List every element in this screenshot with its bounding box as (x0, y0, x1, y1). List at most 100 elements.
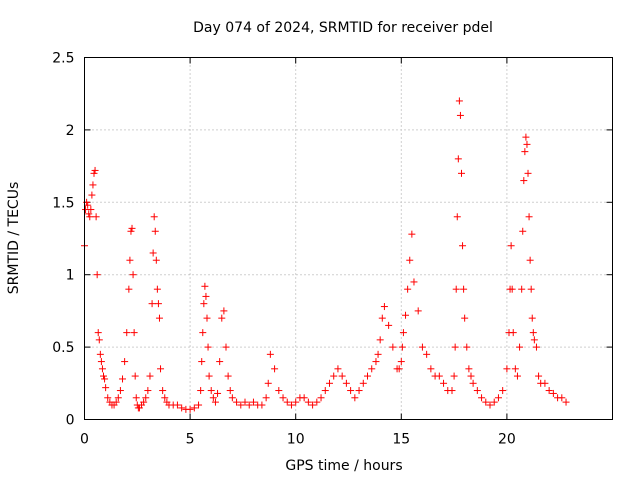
data-point (161, 394, 169, 402)
data-point (226, 387, 234, 395)
data-point (453, 213, 461, 221)
data-point (309, 401, 317, 409)
data-point (95, 336, 103, 344)
data-point (508, 285, 516, 293)
data-point (91, 166, 99, 174)
data-point (522, 133, 530, 141)
data-points (81, 97, 570, 413)
data-point (88, 191, 96, 199)
data-point (198, 358, 206, 366)
data-point (529, 329, 537, 337)
data-point (85, 210, 93, 218)
data-point (465, 365, 473, 373)
data-point (84, 201, 92, 209)
data-point (398, 343, 406, 351)
data-point (450, 372, 458, 380)
data-point (414, 307, 422, 315)
data-point (264, 379, 272, 387)
data-point (204, 343, 212, 351)
data-point (220, 307, 228, 315)
data-point (395, 365, 403, 373)
data-point (513, 372, 521, 380)
data-point (338, 372, 346, 380)
data-point (520, 177, 528, 185)
data-point (378, 314, 386, 322)
data-point (532, 343, 540, 351)
data-point (157, 365, 165, 373)
data-point (526, 256, 534, 264)
data-point (102, 384, 110, 392)
x-tick-label: 5 (186, 432, 195, 448)
data-point (545, 387, 553, 395)
data-point (121, 358, 129, 366)
x-tick-label: 20 (498, 432, 516, 448)
data-point (423, 350, 431, 358)
data-point (86, 213, 94, 221)
data-point (127, 227, 135, 235)
x-tick-label: 15 (392, 432, 410, 448)
y-tick-label: 1 (66, 268, 75, 284)
data-point (304, 398, 312, 406)
data-point (368, 365, 376, 373)
data-point (218, 314, 226, 322)
data-point (205, 372, 213, 380)
data-point (228, 394, 236, 402)
data-point (518, 285, 526, 293)
data-point (131, 372, 139, 380)
data-point (202, 292, 210, 300)
data-point (150, 213, 158, 221)
data-point (216, 358, 224, 366)
data-point (404, 285, 412, 293)
data-point (355, 387, 363, 395)
data-point (359, 379, 367, 387)
data-point (334, 365, 342, 373)
data-point (317, 394, 325, 402)
data-point (130, 329, 138, 337)
data-point (507, 242, 515, 250)
data-point (467, 372, 475, 380)
data-point (275, 387, 283, 395)
data-point (125, 285, 133, 293)
data-point (459, 242, 467, 250)
data-point (87, 206, 95, 214)
data-point (397, 358, 405, 366)
data-point (347, 387, 355, 395)
data-point (519, 227, 527, 235)
data-point (203, 314, 211, 322)
data-point (461, 314, 469, 322)
data-point (119, 375, 127, 383)
data-point (195, 401, 203, 409)
data-point (249, 398, 257, 406)
data-point (283, 398, 291, 406)
data-point (93, 271, 101, 279)
data-point (389, 343, 397, 351)
plot-frame (84, 57, 613, 420)
data-point (530, 336, 538, 344)
data-point (410, 278, 418, 286)
data-point (190, 404, 198, 412)
x-tick-label: 0 (80, 432, 89, 448)
y-tick-label: 0 (66, 413, 75, 429)
data-point (155, 314, 163, 322)
data-point (173, 401, 181, 409)
data-point (186, 405, 194, 413)
data-point (96, 350, 104, 358)
data-point (435, 372, 443, 380)
data-point (418, 343, 426, 351)
data-point (128, 224, 136, 232)
data-point (321, 387, 329, 395)
data-point (408, 230, 416, 238)
data-point (402, 311, 410, 319)
data-point (376, 336, 384, 344)
data-point (499, 387, 507, 395)
data-point (207, 387, 215, 395)
data-point (535, 372, 543, 380)
data-point (214, 389, 222, 397)
data-point (456, 111, 464, 119)
data-point (427, 365, 435, 373)
data-point (279, 394, 287, 402)
data-point (142, 394, 150, 402)
data-point (494, 394, 502, 402)
data-point (503, 365, 511, 373)
data-point (460, 285, 468, 293)
